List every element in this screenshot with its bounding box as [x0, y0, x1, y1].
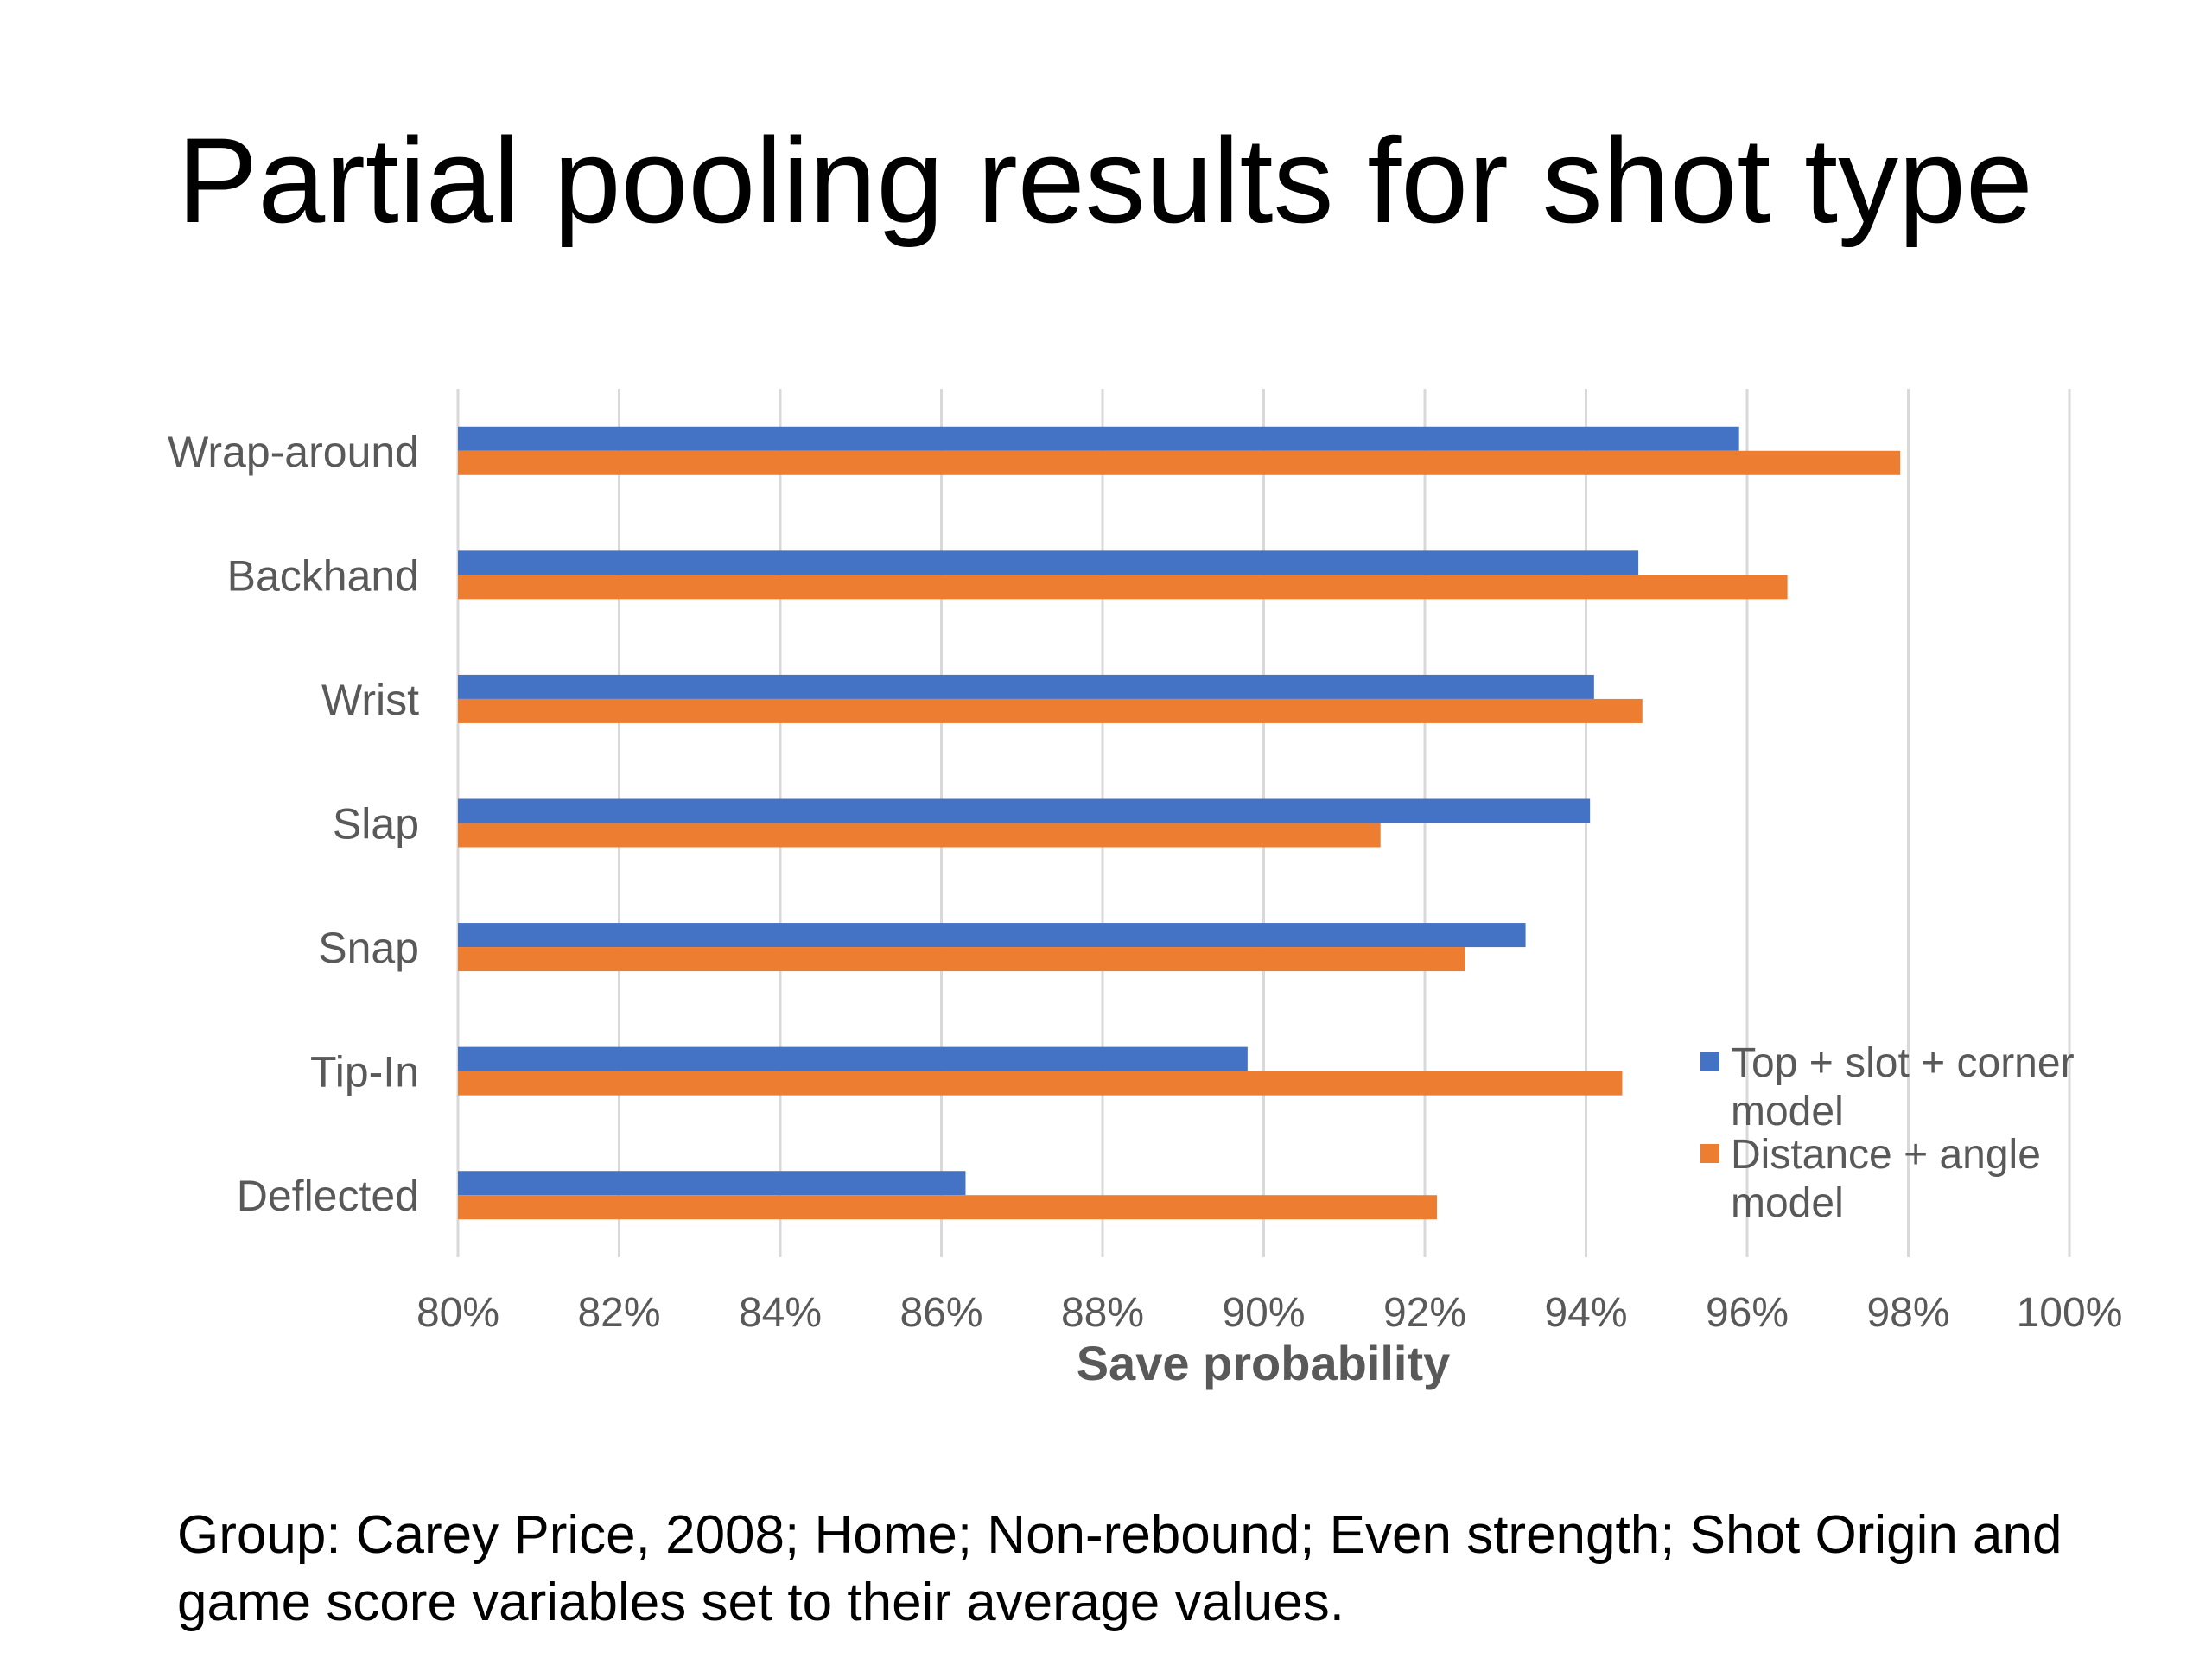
category-label: Wrap-around: [168, 428, 419, 476]
slide-title: Partial pooling results for shot type: [177, 112, 2033, 248]
category-label: Backhand: [227, 551, 419, 600]
x-tick-label: 92%: [1383, 1290, 1466, 1336]
x-tick-label: 84%: [739, 1290, 822, 1336]
bar-chart: Wrap-around Backhand Wrist Slap Snap Tip-In De…: [168, 389, 2122, 1390]
x-tick-label: 94%: [1544, 1290, 1627, 1336]
category-label: Snap: [318, 924, 419, 972]
legend-swatch: [1700, 1144, 1719, 1163]
bar-backhand-series-1: [458, 550, 1639, 575]
category-label: Wrist: [321, 676, 419, 724]
bar-wrist-series-1: [458, 674, 1594, 699]
bar-backhand-series-2: [458, 575, 1788, 600]
x-tick-label: 86%: [899, 1290, 982, 1336]
bar-wrap-around-series-2: [458, 450, 1901, 475]
footnote: Group: Carey Price, 2008; Home; Non-rebo…: [177, 1505, 2063, 1632]
category-label: Deflected: [237, 1172, 419, 1220]
legend-label: Top + slot + corner model: [1731, 1040, 2075, 1135]
bar-snap-series-2: [458, 947, 1465, 972]
bar-wrist-series-2: [458, 698, 1643, 723]
bar-tip-in-series-2: [458, 1071, 1623, 1096]
bar-wrap-around-series-1: [458, 426, 1739, 451]
x-tick-label: 80%: [416, 1290, 499, 1336]
legend-label: Distance + angle model: [1731, 1132, 2041, 1226]
bar-snap-series-1: [458, 923, 1526, 948]
x-tick-label: 88%: [1061, 1290, 1144, 1336]
bar-deflected-series-1: [458, 1171, 966, 1196]
legend-swatch: [1700, 1052, 1719, 1071]
x-axis-title: Save probability: [1077, 1336, 1451, 1390]
x-tick-label: 90%: [1222, 1290, 1305, 1336]
x-tick-label: 82%: [577, 1290, 660, 1336]
x-tick-label: 98%: [1866, 1290, 1949, 1336]
x-tick-label: 100%: [2017, 1290, 2123, 1336]
bar-tip-in-series-1: [458, 1046, 1248, 1071]
category-labels: Wrap-around Backhand Wrist Slap Snap Tip-In De…: [168, 428, 419, 1220]
x-tick-label: 96%: [1706, 1290, 1789, 1336]
x-tick-labels: 80% 82% 84% 86% 88% 90% 92% 94% 96% 98% 100%: [416, 1290, 2122, 1336]
category-label: Slap: [333, 800, 419, 849]
bar-slap-series-2: [458, 823, 1381, 848]
bar-slap-series-1: [458, 798, 1591, 823]
bars: [458, 426, 1901, 1220]
bar-deflected-series-2: [458, 1195, 1437, 1220]
category-label: Tip-In: [310, 1048, 419, 1096]
